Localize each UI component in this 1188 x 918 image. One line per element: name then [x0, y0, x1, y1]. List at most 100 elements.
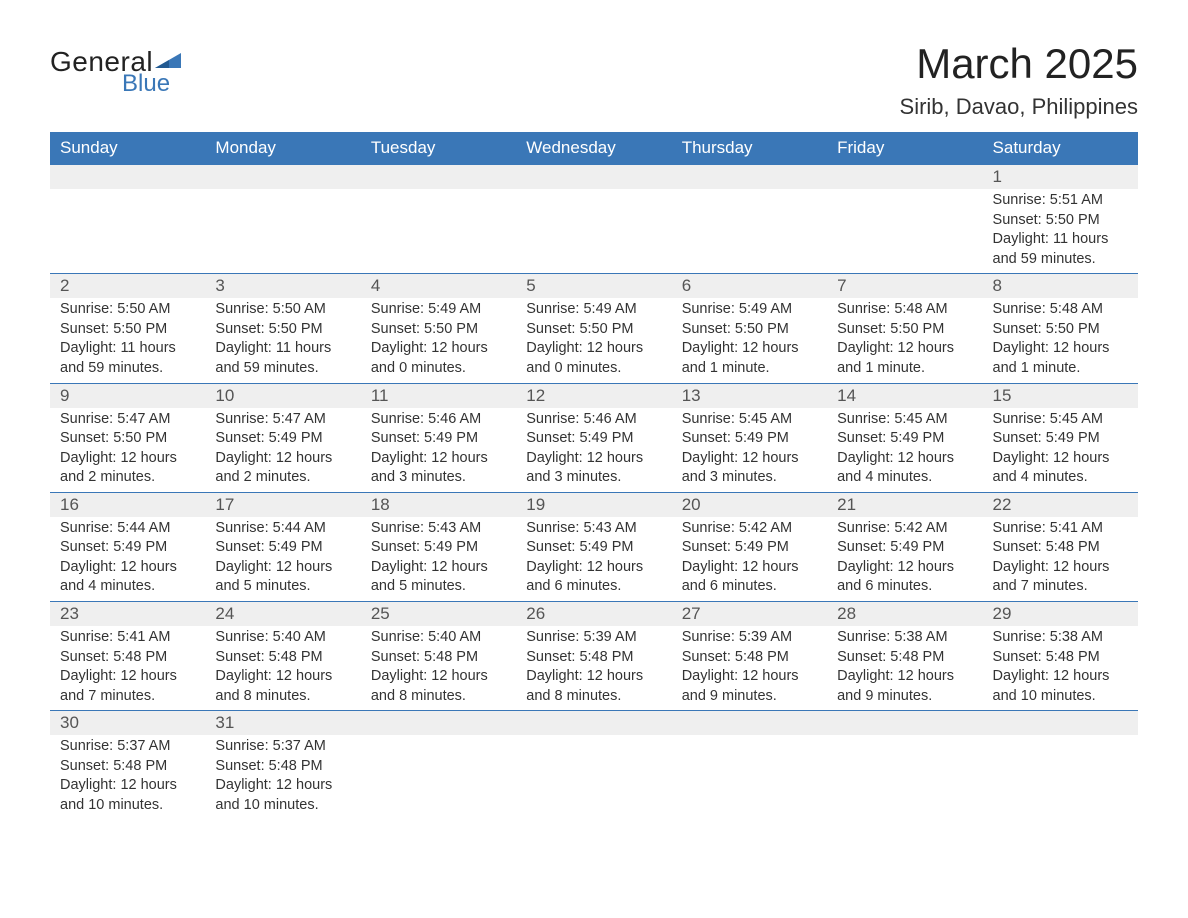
day-number-cell: 12 [516, 383, 671, 408]
sunset-text: Sunset: 5:49 PM [837, 538, 972, 558]
sunset-text: Sunset: 5:49 PM [371, 429, 506, 449]
sunrise-text: Sunrise: 5:40 AM [371, 628, 506, 648]
daylight-text: Daylight: 12 hours and 10 minutes. [993, 667, 1128, 706]
day-detail-cell: Sunrise: 5:45 AMSunset: 5:49 PMDaylight:… [672, 408, 827, 493]
sunrise-text: Sunrise: 5:43 AM [371, 519, 506, 539]
sunrise-text: Sunrise: 5:50 AM [215, 300, 350, 320]
day-detail-cell: Sunrise: 5:46 AMSunset: 5:49 PMDaylight:… [361, 408, 516, 493]
day-number-cell: 30 [50, 711, 205, 736]
daylight-text: Daylight: 12 hours and 7 minutes. [60, 667, 195, 706]
sunrise-text: Sunrise: 5:41 AM [993, 519, 1128, 539]
day-number-cell: 17 [205, 492, 360, 517]
day-number-cell [827, 165, 982, 190]
sunrise-text: Sunrise: 5:44 AM [60, 519, 195, 539]
daylight-text: Daylight: 11 hours and 59 minutes. [60, 339, 195, 378]
sunrise-text: Sunrise: 5:41 AM [60, 628, 195, 648]
sunrise-text: Sunrise: 5:43 AM [526, 519, 661, 539]
sunset-text: Sunset: 5:50 PM [371, 320, 506, 340]
day-number-cell: 10 [205, 383, 360, 408]
day-number-cell: 27 [672, 602, 827, 627]
daylight-text: Daylight: 12 hours and 4 minutes. [60, 558, 195, 597]
daylight-text: Daylight: 11 hours and 59 minutes. [993, 230, 1128, 269]
day-number-cell [827, 711, 982, 736]
day-number-cell: 29 [983, 602, 1138, 627]
daylight-text: Daylight: 11 hours and 59 minutes. [215, 339, 350, 378]
header: General Blue March 2025 Sirib, Davao, Ph… [50, 40, 1138, 120]
day-detail-cell [672, 189, 827, 274]
sunset-text: Sunset: 5:50 PM [993, 320, 1128, 340]
sunset-text: Sunset: 5:48 PM [682, 648, 817, 668]
sunrise-text: Sunrise: 5:47 AM [215, 410, 350, 430]
day-number-cell: 31 [205, 711, 360, 736]
title-block: March 2025 Sirib, Davao, Philippines [900, 40, 1138, 120]
weekday-header: Thursday [672, 132, 827, 165]
sunset-text: Sunset: 5:49 PM [993, 429, 1128, 449]
sunset-text: Sunset: 5:50 PM [993, 211, 1128, 231]
daylight-text: Daylight: 12 hours and 2 minutes. [215, 449, 350, 488]
day-detail-cell: Sunrise: 5:50 AMSunset: 5:50 PMDaylight:… [205, 298, 360, 383]
sunrise-text: Sunrise: 5:37 AM [60, 737, 195, 757]
day-detail-cell: Sunrise: 5:47 AMSunset: 5:50 PMDaylight:… [50, 408, 205, 493]
day-number-cell: 9 [50, 383, 205, 408]
day-detail-cell: Sunrise: 5:49 AMSunset: 5:50 PMDaylight:… [361, 298, 516, 383]
daylight-text: Daylight: 12 hours and 9 minutes. [682, 667, 817, 706]
day-detail-cell: Sunrise: 5:45 AMSunset: 5:49 PMDaylight:… [983, 408, 1138, 493]
daylight-text: Daylight: 12 hours and 7 minutes. [993, 558, 1128, 597]
sunrise-text: Sunrise: 5:49 AM [682, 300, 817, 320]
day-detail-cell: Sunrise: 5:43 AMSunset: 5:49 PMDaylight:… [516, 517, 671, 602]
day-number-cell: 15 [983, 383, 1138, 408]
sunset-text: Sunset: 5:48 PM [837, 648, 972, 668]
day-detail-cell [827, 189, 982, 274]
daylight-text: Daylight: 12 hours and 5 minutes. [371, 558, 506, 597]
daylight-text: Daylight: 12 hours and 10 minutes. [60, 776, 195, 815]
logo-text-blue: Blue [122, 72, 181, 96]
daylight-text: Daylight: 12 hours and 1 minute. [682, 339, 817, 378]
day-detail-cell: Sunrise: 5:44 AMSunset: 5:49 PMDaylight:… [205, 517, 360, 602]
sunset-text: Sunset: 5:48 PM [60, 757, 195, 777]
sunrise-text: Sunrise: 5:51 AM [993, 191, 1128, 211]
day-detail-cell: Sunrise: 5:42 AMSunset: 5:49 PMDaylight:… [672, 517, 827, 602]
sunrise-text: Sunrise: 5:39 AM [526, 628, 661, 648]
daylight-text: Daylight: 12 hours and 3 minutes. [526, 449, 661, 488]
daylight-text: Daylight: 12 hours and 4 minutes. [837, 449, 972, 488]
sunrise-text: Sunrise: 5:47 AM [60, 410, 195, 430]
sunset-text: Sunset: 5:49 PM [215, 538, 350, 558]
day-number-cell [672, 711, 827, 736]
day-number-cell: 19 [516, 492, 671, 517]
calendar-table: SundayMondayTuesdayWednesdayThursdayFrid… [50, 132, 1138, 820]
location: Sirib, Davao, Philippines [900, 94, 1138, 120]
month-title: March 2025 [900, 40, 1138, 88]
day-number-cell: 5 [516, 274, 671, 299]
sunset-text: Sunset: 5:49 PM [837, 429, 972, 449]
daylight-text: Daylight: 12 hours and 8 minutes. [371, 667, 506, 706]
day-number-cell: 16 [50, 492, 205, 517]
daylight-text: Daylight: 12 hours and 4 minutes. [993, 449, 1128, 488]
daylight-text: Daylight: 12 hours and 1 minute. [993, 339, 1128, 378]
sunset-text: Sunset: 5:50 PM [526, 320, 661, 340]
day-detail-cell: Sunrise: 5:37 AMSunset: 5:48 PMDaylight:… [205, 735, 360, 819]
sunrise-text: Sunrise: 5:48 AM [837, 300, 972, 320]
day-detail-cell: Sunrise: 5:47 AMSunset: 5:49 PMDaylight:… [205, 408, 360, 493]
sunrise-text: Sunrise: 5:46 AM [371, 410, 506, 430]
logo: General Blue [50, 48, 181, 96]
day-number-cell: 23 [50, 602, 205, 627]
day-number-cell [516, 711, 671, 736]
sunrise-text: Sunrise: 5:37 AM [215, 737, 350, 757]
daylight-text: Daylight: 12 hours and 10 minutes. [215, 776, 350, 815]
day-detail-cell [516, 189, 671, 274]
sunrise-text: Sunrise: 5:42 AM [682, 519, 817, 539]
sunrise-text: Sunrise: 5:46 AM [526, 410, 661, 430]
day-number-cell: 6 [672, 274, 827, 299]
day-detail-cell: Sunrise: 5:48 AMSunset: 5:50 PMDaylight:… [827, 298, 982, 383]
day-detail-cell: Sunrise: 5:48 AMSunset: 5:50 PMDaylight:… [983, 298, 1138, 383]
day-number-cell: 1 [983, 165, 1138, 190]
sunset-text: Sunset: 5:50 PM [60, 429, 195, 449]
daylight-text: Daylight: 12 hours and 0 minutes. [371, 339, 506, 378]
day-detail-cell: Sunrise: 5:38 AMSunset: 5:48 PMDaylight:… [983, 626, 1138, 711]
weekday-header: Monday [205, 132, 360, 165]
day-detail-cell: Sunrise: 5:46 AMSunset: 5:49 PMDaylight:… [516, 408, 671, 493]
day-detail-cell: Sunrise: 5:41 AMSunset: 5:48 PMDaylight:… [50, 626, 205, 711]
day-detail-row: Sunrise: 5:37 AMSunset: 5:48 PMDaylight:… [50, 735, 1138, 819]
day-number-cell: 14 [827, 383, 982, 408]
sunset-text: Sunset: 5:48 PM [993, 648, 1128, 668]
